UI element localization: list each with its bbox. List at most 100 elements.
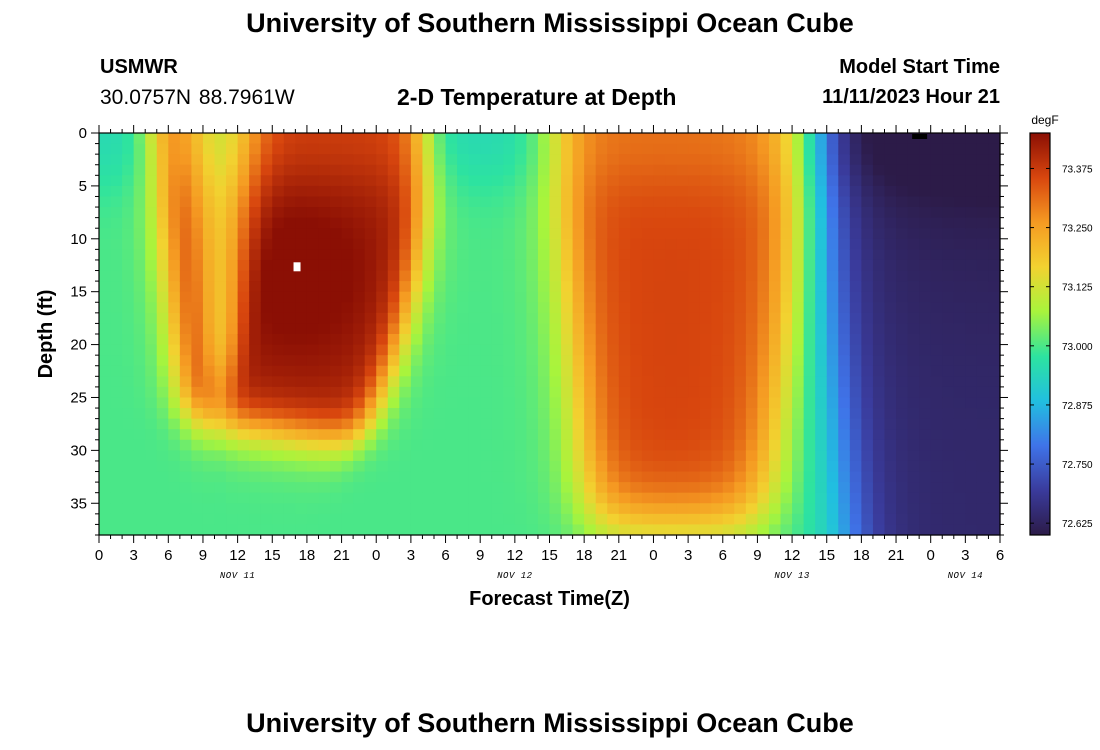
heatmap-cell [341,175,354,187]
heatmap-cell [122,482,135,494]
heatmap-cell [168,408,181,420]
heatmap-cell [468,270,481,282]
heatmap-cell [237,196,250,208]
heatmap-cell [99,228,112,240]
heatmap-cell [572,185,585,198]
heatmap-cell [745,439,759,451]
heatmap-cell [306,471,320,483]
heatmap-cell [630,154,643,166]
heatmap-cell [884,217,897,229]
heatmap-cell [618,355,631,367]
model-start-time: 11/11/2023 Hour 21 [822,86,1000,108]
heatmap-cell [457,238,470,250]
heatmap-cell [688,450,701,462]
heatmap-cell [168,492,181,504]
heatmap-cell [988,143,1001,155]
heatmap-cell [988,365,1001,377]
heatmap-cell [861,249,874,261]
heatmap-cell [595,344,608,356]
heatmap-cell [445,334,458,346]
heatmap-cell [249,513,262,526]
heatmap-cell [965,207,978,219]
heatmap-cell [156,323,169,335]
heatmap-cell [410,175,424,187]
heatmap-cell [988,238,1001,250]
heatmap-cell [976,270,990,282]
heatmap-cell [283,524,296,536]
heatmap-cell [757,524,770,536]
heatmap-cell [422,270,435,282]
heatmap-cell [503,302,516,314]
colorbar-ramp [1029,132,1051,536]
heatmap-cell [861,439,874,451]
heatmap-cell [330,344,343,356]
heatmap-cell [872,302,886,314]
heatmap-cell [387,302,400,314]
heatmap-cell [283,376,296,388]
heatmap-cell [618,460,631,473]
heatmap-cell [353,302,366,314]
heatmap-cell [907,429,920,441]
heatmap-cell [757,312,770,325]
heatmap-cell [480,524,493,536]
heatmap-cell [757,133,770,145]
heatmap-cell [503,365,516,377]
heatmap-cell [745,429,759,441]
heatmap-cell [976,196,990,208]
heatmap-cell [757,175,770,187]
heatmap-cell [930,164,943,176]
heatmap-cell [699,408,712,420]
heatmap-cell [306,482,320,494]
heatmap-cell [387,164,400,176]
heatmap-cell [630,365,643,377]
heatmap-cell [503,164,516,176]
heatmap-cell [537,249,551,261]
heatmap-cell [526,291,539,303]
heatmap-cell [399,143,412,155]
heatmap-cell [353,217,366,229]
heatmap-cell [422,386,435,399]
heatmap-cell [734,429,747,441]
heatmap-cell [110,503,123,515]
heatmap-cell [99,482,112,494]
heatmap-cell [318,334,331,346]
heatmap-cell [387,397,400,409]
heatmap-cell [295,460,308,473]
heatmap-cell [387,334,400,346]
heatmap-cell [665,460,678,473]
heatmap-cell [896,397,909,409]
heatmap-cell [306,408,320,420]
heatmap-cell [826,281,839,293]
heatmap-cell [179,386,193,399]
heatmap-cell [99,492,112,504]
heatmap-cell [872,355,886,367]
heatmap-cell [422,513,435,526]
heatmap-cell [306,228,320,240]
heatmap-cell [283,460,296,473]
heatmap-cell [237,154,250,166]
heatmap-cell [295,312,308,325]
heatmap-cell [526,429,539,441]
heatmap-cell [722,386,735,399]
heatmap-cell [745,503,759,515]
heatmap-cell [676,217,689,229]
heatmap-cell [202,133,216,145]
heatmap-cell [133,291,146,303]
heatmap-cell [364,259,377,272]
heatmap-cell [572,344,585,356]
heatmap-cell [838,164,851,176]
heatmap-cell [919,344,932,356]
heatmap-cell [734,207,747,219]
heatmap-cell [99,249,112,261]
heatmap-cell [99,154,112,166]
heatmap-cell [607,312,620,325]
heatmap-cell [838,376,851,388]
heatmap-cell [919,228,932,240]
heatmap-cell [768,439,782,451]
heatmap-cell [803,524,816,536]
heatmap-cell [549,344,562,356]
heatmap-cell [226,439,239,451]
heatmap-cell [156,291,169,303]
heatmap-cell [295,185,308,198]
heatmap-cell [283,513,296,526]
